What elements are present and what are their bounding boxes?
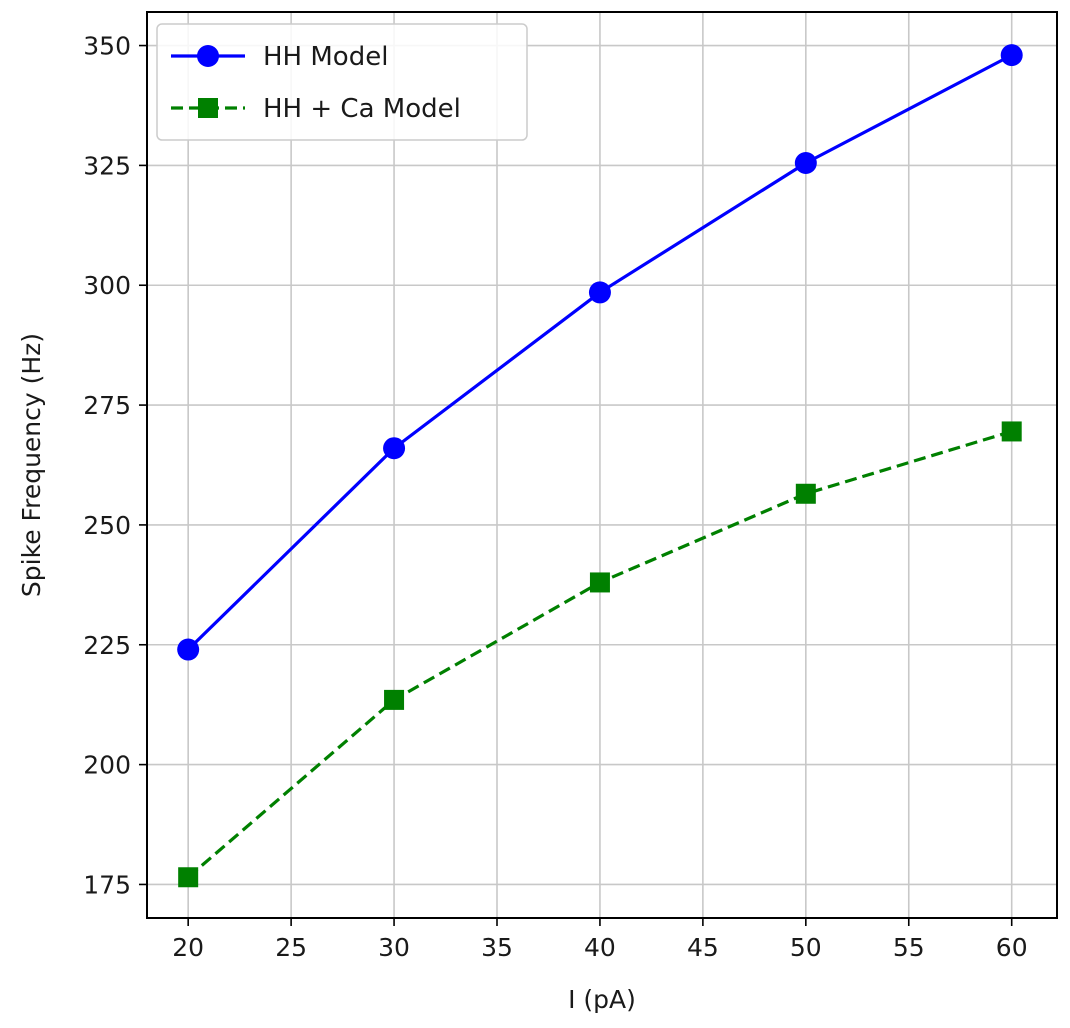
legend-box	[156, 23, 528, 141]
y-tick-label: 350	[83, 32, 131, 61]
y-tick-label: 275	[83, 391, 131, 420]
series-1-point	[177, 638, 200, 661]
y-tick-label: 250	[83, 511, 131, 540]
legend-marker	[197, 45, 219, 67]
series-2-point	[178, 867, 199, 888]
x-tick-label: 55	[893, 933, 925, 962]
legend: HH Model HH + Ca Model	[156, 23, 528, 141]
grid	[147, 12, 1057, 918]
series-2-point	[795, 483, 816, 504]
series-1	[177, 44, 1023, 661]
axis-ticks: 20 25 30 35 40 45 50 55 60 175 200 225 250 275 300 325 3…	[83, 32, 1027, 962]
x-axis-label: I (pA)	[568, 985, 636, 1014]
legend-marker	[198, 98, 218, 118]
series-layer	[177, 44, 1023, 888]
series-1-point	[588, 281, 611, 304]
x-tick-label: 50	[790, 933, 822, 962]
y-tick-label: 175	[83, 870, 131, 899]
x-tick-label: 20	[172, 933, 204, 962]
series-2-point	[1001, 421, 1022, 442]
legend-label: HH Model	[263, 42, 388, 72]
series-1-point	[383, 437, 406, 460]
x-tick-label: 40	[584, 933, 616, 962]
y-tick-label: 200	[83, 751, 131, 780]
series-2	[178, 421, 1022, 888]
y-axis-label: Spike Frequency (Hz)	[17, 333, 46, 597]
legend-entry-2: HH + Ca Model	[171, 94, 461, 124]
series-2-point	[589, 572, 610, 593]
series-1-point	[1000, 44, 1023, 67]
legend-entry-1: HH Model	[171, 42, 388, 72]
x-tick-label: 25	[275, 933, 307, 962]
plot-area-frame	[146, 11, 1058, 919]
legend-label: HH + Ca Model	[263, 94, 461, 124]
x-tick-label: 30	[378, 933, 410, 962]
y-tick-label: 300	[83, 271, 131, 300]
x-tick-label: 35	[481, 933, 513, 962]
series-2-point	[384, 689, 405, 710]
y-tick-label: 325	[83, 151, 131, 180]
y-tick-label: 225	[83, 631, 131, 660]
x-tick-label: 60	[996, 933, 1028, 962]
x-tick-label: 45	[687, 933, 719, 962]
series-1-point	[794, 152, 817, 174]
